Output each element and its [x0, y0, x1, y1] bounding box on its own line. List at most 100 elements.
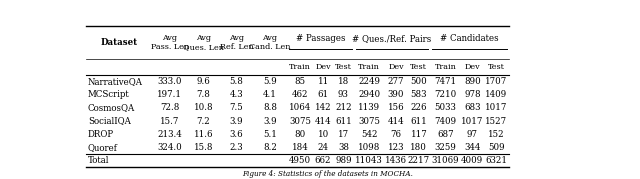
Text: Avg
Ref. Len: Avg Ref. Len — [220, 33, 253, 51]
Text: # Ques./Ref. Pairs: # Ques./Ref. Pairs — [353, 34, 431, 43]
Text: 890: 890 — [464, 77, 481, 86]
Text: 1017: 1017 — [485, 103, 508, 112]
Text: 38: 38 — [338, 143, 349, 152]
Text: 10.8: 10.8 — [194, 103, 213, 112]
Text: 7210: 7210 — [435, 90, 457, 99]
Text: Avg
Pass. Len: Avg Pass. Len — [150, 33, 189, 51]
Text: 10: 10 — [317, 130, 329, 139]
Text: 989: 989 — [335, 156, 352, 165]
Text: 414: 414 — [315, 117, 332, 125]
Text: 31069: 31069 — [432, 156, 460, 165]
Text: 1139: 1139 — [358, 103, 380, 112]
Text: 1436: 1436 — [385, 156, 407, 165]
Text: 3075: 3075 — [289, 117, 311, 125]
Text: Dev: Dev — [388, 63, 404, 71]
Text: 978: 978 — [464, 90, 481, 99]
Text: 542: 542 — [361, 130, 378, 139]
Text: 5.8: 5.8 — [230, 77, 243, 86]
Text: 1017: 1017 — [461, 117, 484, 125]
Text: 277: 277 — [388, 77, 404, 86]
Text: 611: 611 — [335, 117, 352, 125]
Text: Quoref: Quoref — [88, 143, 118, 152]
Text: Train: Train — [289, 63, 311, 71]
Text: 212: 212 — [335, 103, 352, 112]
Text: 3.9: 3.9 — [230, 117, 243, 125]
Text: 8.8: 8.8 — [263, 103, 277, 112]
Text: 462: 462 — [292, 90, 308, 99]
Text: 184: 184 — [292, 143, 308, 152]
Text: 324.0: 324.0 — [157, 143, 182, 152]
Text: 7.8: 7.8 — [196, 90, 211, 99]
Text: 500: 500 — [410, 77, 427, 86]
Text: 17: 17 — [338, 130, 349, 139]
Text: 7.5: 7.5 — [230, 103, 243, 112]
Text: Dev: Dev — [465, 63, 480, 71]
Text: 1409: 1409 — [485, 90, 508, 99]
Text: 72.8: 72.8 — [160, 103, 179, 112]
Text: 152: 152 — [488, 130, 504, 139]
Text: SocialIQA: SocialIQA — [88, 117, 131, 125]
Text: 5.9: 5.9 — [263, 77, 277, 86]
Text: 97: 97 — [467, 130, 478, 139]
Text: Test: Test — [335, 63, 352, 71]
Text: 3075: 3075 — [358, 117, 380, 125]
Text: 197.1: 197.1 — [157, 90, 182, 99]
Text: # Candidates: # Candidates — [440, 34, 499, 43]
Text: 4.1: 4.1 — [263, 90, 277, 99]
Text: 1064: 1064 — [289, 103, 311, 112]
Text: 11.6: 11.6 — [194, 130, 213, 139]
Text: 11043: 11043 — [355, 156, 383, 165]
Text: 180: 180 — [410, 143, 428, 152]
Text: 683: 683 — [464, 103, 481, 112]
Text: MCScript: MCScript — [88, 90, 130, 99]
Text: 1098: 1098 — [358, 143, 380, 152]
Text: 2217: 2217 — [408, 156, 430, 165]
Text: 76: 76 — [390, 130, 401, 139]
Text: Train: Train — [358, 63, 380, 71]
Text: Dev: Dev — [316, 63, 331, 71]
Text: Dataset: Dataset — [101, 38, 138, 47]
Text: 344: 344 — [464, 143, 481, 152]
Text: # Passages: # Passages — [296, 34, 346, 43]
Text: Train: Train — [435, 63, 456, 71]
Text: 7409: 7409 — [435, 117, 456, 125]
Text: 15.8: 15.8 — [194, 143, 213, 152]
Text: 583: 583 — [410, 90, 427, 99]
Text: 117: 117 — [410, 130, 427, 139]
Text: Test: Test — [410, 63, 428, 71]
Text: 333.0: 333.0 — [157, 77, 182, 86]
Text: 226: 226 — [410, 103, 427, 112]
Text: NarrativeQA: NarrativeQA — [88, 77, 143, 86]
Text: 24: 24 — [317, 143, 328, 152]
Text: 156: 156 — [388, 103, 404, 112]
Text: 7471: 7471 — [435, 77, 456, 86]
Text: 687: 687 — [437, 130, 454, 139]
Text: 93: 93 — [338, 90, 349, 99]
Text: 390: 390 — [388, 90, 404, 99]
Text: 61: 61 — [317, 90, 328, 99]
Text: 1707: 1707 — [485, 77, 508, 86]
Text: 85: 85 — [294, 77, 306, 86]
Text: 213.4: 213.4 — [157, 130, 182, 139]
Text: 3259: 3259 — [435, 143, 456, 152]
Text: 4.3: 4.3 — [230, 90, 243, 99]
Text: 2940: 2940 — [358, 90, 380, 99]
Text: 18: 18 — [338, 77, 349, 86]
Text: CosmosQA: CosmosQA — [88, 103, 135, 112]
Text: 11: 11 — [317, 77, 329, 86]
Text: 123: 123 — [388, 143, 404, 152]
Text: DROP: DROP — [88, 130, 114, 139]
Text: 142: 142 — [315, 103, 332, 112]
Text: 6321: 6321 — [485, 156, 507, 165]
Text: 5033: 5033 — [435, 103, 456, 112]
Text: 15.7: 15.7 — [160, 117, 179, 125]
Text: 509: 509 — [488, 143, 504, 152]
Text: 5.1: 5.1 — [263, 130, 277, 139]
Text: Test: Test — [488, 63, 504, 71]
Text: 9.6: 9.6 — [196, 77, 211, 86]
Text: 80: 80 — [294, 130, 306, 139]
Text: 4009: 4009 — [461, 156, 483, 165]
Text: 611: 611 — [410, 117, 427, 125]
Text: Avg
Ques. Len: Avg Ques. Len — [183, 33, 224, 51]
Text: Figure 4: Statistics of the datasets in MOCHA.: Figure 4: Statistics of the datasets in … — [243, 170, 413, 178]
